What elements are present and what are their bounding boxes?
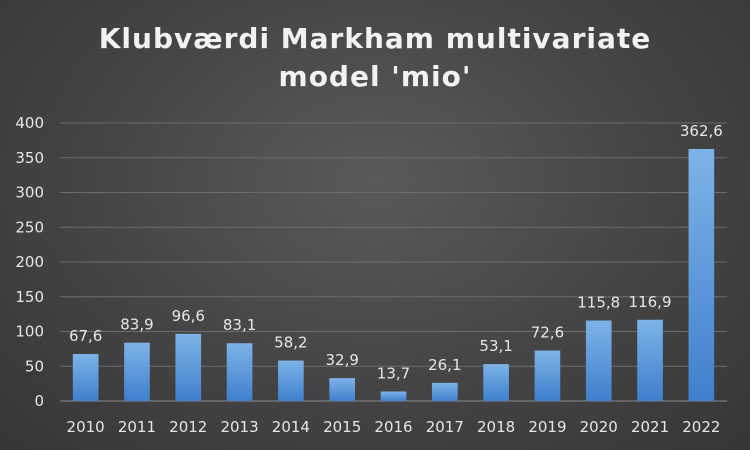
data-label: 96,6 [172, 307, 205, 325]
bar [175, 333, 202, 401]
x-tick-label: 2016 [374, 418, 412, 436]
x-tick-label: 2022 [682, 418, 720, 436]
bars [72, 148, 715, 401]
y-tick-label: 0 [34, 392, 44, 410]
bar [431, 382, 458, 401]
data-label: 67,6 [69, 327, 102, 345]
bar [688, 148, 715, 401]
bar [329, 378, 356, 401]
data-label: 26,1 [428, 356, 461, 374]
data-labels: 67,6 83,9 96,6 83,1 58,2 32,9 13,7 26,1 53,1 72,6… [69, 122, 723, 382]
x-tick-label: 2018 [477, 418, 515, 436]
y-tick-label: 250 [15, 218, 44, 236]
data-label: 115,8 [577, 294, 620, 312]
y-tick-label: 200 [15, 253, 44, 271]
bar [124, 342, 150, 401]
x-tick-label: 2015 [323, 418, 361, 436]
y-axis-tick-labels: 0 50 100 150 200 250 300 350 400 [15, 114, 44, 410]
bar [72, 354, 99, 401]
bar [278, 360, 304, 401]
y-tick-label: 300 [15, 184, 44, 202]
x-tick-label: 2010 [67, 418, 105, 436]
data-label: 83,9 [120, 316, 153, 334]
x-axis-tick-labels: 2010 2011 2012 2013 2014 2015 2016 2017 2018 2019… [67, 418, 721, 436]
data-label: 53,1 [479, 337, 512, 355]
bar [534, 350, 561, 401]
data-label: 72,6 [531, 324, 564, 342]
data-label: 83,1 [223, 316, 256, 334]
x-tick-label: 2011 [118, 418, 156, 436]
chart-title-line-2: model 'mio' [279, 60, 472, 93]
data-label: 58,2 [274, 334, 307, 352]
chart-title-line-1: Klubværdi Markham multivariate [99, 22, 652, 55]
data-label: 362,6 [680, 122, 723, 140]
y-tick-label: 350 [15, 149, 44, 167]
data-label: 32,9 [325, 351, 358, 369]
bar [483, 364, 509, 401]
y-tick-label: 150 [15, 288, 44, 306]
bar [637, 319, 663, 401]
y-tick-label: 100 [15, 323, 44, 341]
data-label: 13,7 [377, 364, 410, 382]
x-tick-label: 2021 [631, 418, 669, 436]
x-tick-label: 2019 [528, 418, 566, 436]
x-tick-label: 2020 [580, 418, 618, 436]
bar [585, 320, 612, 401]
y-tick-label: 50 [25, 357, 44, 375]
gridlines [60, 122, 727, 402]
bar [380, 391, 407, 401]
x-tick-label: 2012 [169, 418, 207, 436]
data-label: 116,9 [629, 293, 672, 311]
x-tick-label: 2013 [220, 418, 258, 436]
x-tick-label: 2014 [272, 418, 310, 436]
bar [226, 343, 253, 401]
x-tick-label: 2017 [426, 418, 464, 436]
y-tick-label: 400 [15, 114, 44, 132]
